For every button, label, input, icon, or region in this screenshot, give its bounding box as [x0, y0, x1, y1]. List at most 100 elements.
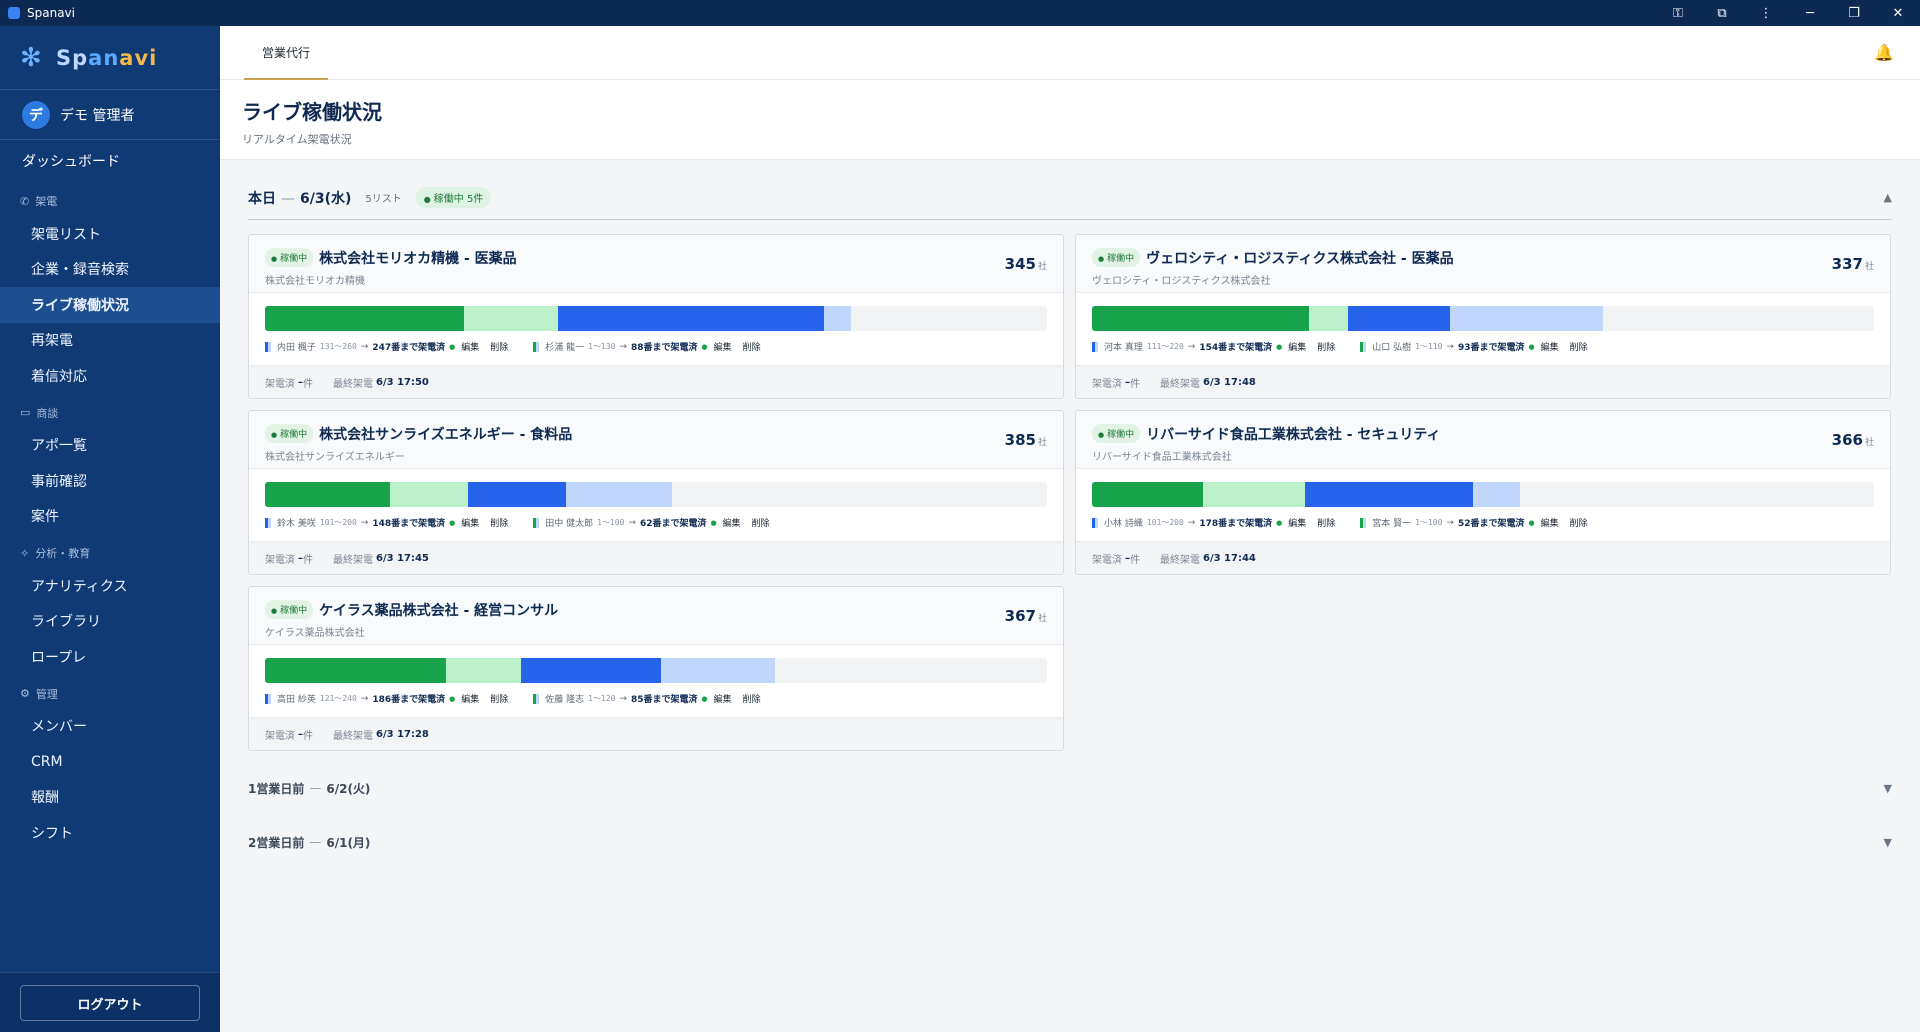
marker-stripe — [1360, 341, 1364, 352]
sidebar-item[interactable]: アナリティクス — [31, 578, 128, 595]
delete-button[interactable]: 削除 — [1317, 519, 1336, 529]
marker-stripe — [533, 693, 537, 704]
sidebar: ✻ Spanavi デ デモ 管理者 ダッシュボード ✆ 架電 架電リスト 企業・録音… — [0, 26, 220, 1032]
sidebar-item[interactable]: シフト — [31, 825, 73, 842]
edit-button[interactable]: 編集 — [1540, 519, 1559, 529]
logo-text: Spanavi — [56, 45, 158, 70]
app-icon — [8, 7, 20, 19]
agent-item: 田中 健太郎 1〜100 → 62番まで架電済 ● 編集 削除 — [533, 516, 780, 529]
total-value: 345 — [1004, 255, 1036, 273]
edit-button[interactable]: 編集 — [461, 519, 480, 529]
sidebar-item[interactable]: 報酬 — [31, 790, 59, 807]
chevron-down-icon[interactable]: ▼ — [1883, 781, 1892, 795]
delete-button[interactable]: 削除 — [1569, 519, 1588, 529]
agent-progress: 178番まで架電済 — [1199, 519, 1273, 529]
sidebar-item[interactable]: 再架電 — [31, 333, 73, 350]
card-total: 337 社 — [1832, 255, 1874, 273]
sidebar-section: ▭ 商談 — [0, 398, 220, 428]
edit-button[interactable]: 編集 — [1288, 343, 1307, 353]
logo: ✻ Spanavi — [0, 26, 220, 90]
edit-button[interactable]: 編集 — [713, 343, 732, 353]
card-title: リバーサイド食品工業株式会社 - セキュリティ — [1146, 426, 1441, 443]
edit-button[interactable]: 編集 — [1288, 519, 1307, 529]
total-unit: 社 — [1864, 262, 1874, 272]
sidebar-item[interactable]: 事前確認 — [31, 473, 87, 490]
sidebar-item[interactable]: 架電リスト — [31, 226, 101, 243]
sidebar-item[interactable]: ロープレ — [31, 649, 87, 666]
sidebar-item[interactable]: ライブ稼働状況 — [0, 287, 220, 323]
maximize-button[interactable]: ❐ — [1848, 5, 1860, 21]
agent-progress: 85番まで架電済 — [630, 695, 698, 705]
logout-button[interactable]: ログアウト — [20, 985, 200, 1021]
extension-icon[interactable]: ⧉ — [1717, 5, 1727, 21]
sidebar-item[interactable]: アポ一覧 — [31, 438, 87, 455]
card-footer: 架電済 – 件 最終架電 6/3 17:48 — [1076, 365, 1890, 398]
delete-button[interactable]: 削除 — [1569, 343, 1588, 353]
card-company: 株式会社モリオカ精機 — [265, 275, 365, 287]
chevron-up-icon[interactable]: ▲ — [1883, 191, 1892, 204]
key-icon[interactable]: ⚿ — [1673, 5, 1683, 21]
bell-icon[interactable]: 🔔 — [1874, 43, 1894, 62]
sidebar-item-dashboard[interactable]: ダッシュボード — [22, 154, 120, 170]
gear-icon: ⚙ — [20, 687, 30, 700]
chevron-down-icon[interactable]: ▼ — [1883, 835, 1892, 849]
edit-button[interactable]: 編集 — [461, 695, 480, 705]
sidebar-section: ✧ 分析・教育 — [0, 538, 220, 568]
progress-segment — [464, 306, 559, 331]
arrow-right-icon: → — [619, 341, 627, 352]
arrow-right-icon: → — [360, 693, 369, 704]
total-unit: 社 — [1037, 262, 1047, 272]
list-count: 5リスト — [365, 194, 402, 205]
status-badge: 稼働中 — [265, 600, 314, 619]
delete-button[interactable]: 削除 — [751, 519, 770, 529]
sidebar-item[interactable]: CRM — [31, 753, 63, 770]
edit-button[interactable]: 編集 — [722, 519, 741, 529]
previous-day-date: 6/2(火) — [326, 781, 371, 796]
card-footer: 架電済 – 件 最終架電 6/3 17:28 — [249, 717, 1063, 750]
delete-button[interactable]: 削除 — [1317, 343, 1336, 353]
progress-segment — [1309, 306, 1349, 331]
sidebar-item[interactable]: ライブラリ — [31, 614, 101, 631]
done-unit: 件 — [303, 730, 313, 742]
sidebar-item[interactable]: メンバー — [31, 719, 87, 736]
today-header[interactable]: 本日—6/3(水) 5リスト 稼働中 5件 ▲ — [248, 176, 1892, 220]
done-label: 架電済 — [265, 730, 295, 742]
previous-day-header[interactable]: 1営業日前 — 6/2(火) ▼ — [248, 761, 1892, 815]
status-badge: 稼働中 — [265, 248, 314, 267]
progress-segment — [558, 306, 825, 331]
marker-stripe — [268, 693, 271, 704]
delete-button[interactable]: 削除 — [490, 695, 509, 705]
delete-button[interactable]: 削除 — [490, 519, 509, 529]
tab-sales-agency[interactable]: 営業代行 — [244, 26, 329, 80]
sidebar-item[interactable]: 案件 — [31, 509, 59, 526]
progress-segment — [1348, 306, 1451, 331]
sidebar-nav: ✆ 架電 架電リスト 企業・録音検索 ライブ稼働状況 再架電 着信対応 ▭ 商談 アポ一覧 事前確認… — [0, 186, 220, 851]
progress-segment — [661, 658, 775, 683]
sidebar-item[interactable]: 着信対応 — [31, 368, 87, 385]
total-value: 366 — [1831, 431, 1863, 449]
delete-button[interactable]: 削除 — [742, 343, 761, 353]
live-dot-icon: ● — [701, 342, 708, 351]
edit-button[interactable]: 編集 — [1540, 343, 1559, 353]
previous-day-header[interactable]: 2営業日前 — 6/1(月) ▼ — [248, 815, 1892, 869]
agent-name: 小林 詩織 — [1104, 519, 1143, 529]
delete-button[interactable]: 削除 — [490, 343, 509, 353]
card-footer: 架電済 – 件 最終架電 6/3 17:50 — [249, 365, 1063, 398]
more-icon[interactable]: ⋮ — [1759, 5, 1773, 21]
close-button[interactable]: ✕ — [1892, 5, 1904, 21]
card-total: 385 社 — [1005, 431, 1047, 449]
delete-button[interactable]: 削除 — [742, 695, 761, 705]
separator: — — [309, 781, 322, 795]
minimize-button[interactable]: ─ — [1806, 5, 1814, 21]
edit-button[interactable]: 編集 — [713, 695, 732, 705]
user-profile[interactable]: デ デモ 管理者 — [0, 90, 220, 140]
marker-stripe — [536, 517, 540, 528]
sidebar-item[interactable]: 企業・録音検索 — [31, 262, 129, 279]
edit-button[interactable]: 編集 — [461, 343, 480, 353]
